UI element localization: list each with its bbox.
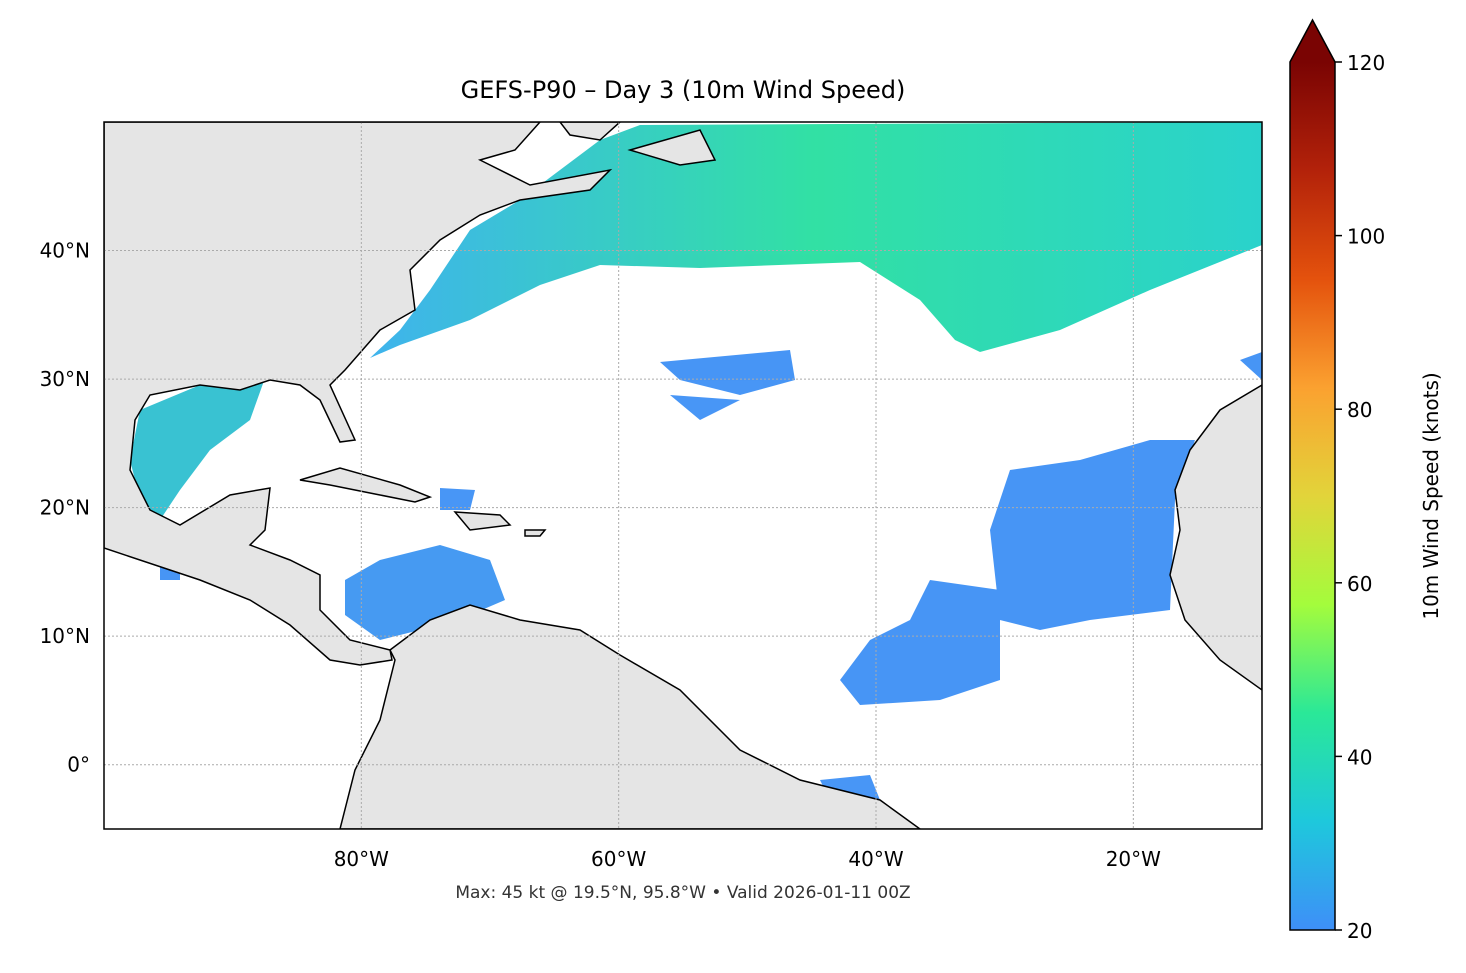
colorbar-tick-label: 20: [1347, 919, 1372, 943]
y-tick-label: 10°N: [40, 624, 90, 648]
africa: [1169, 384, 1262, 691]
colorbar: 20 40 60 80 100 120: [1289, 18, 1385, 943]
colorbar-label: 10m Wind Speed (knots): [1419, 372, 1443, 619]
y-tick-label: 30°N: [40, 367, 90, 391]
footer-note: Max: 45 kt @ 19.5°N, 95.8°W • Valid 2026…: [455, 883, 910, 903]
x-tick-label: 20°W: [1106, 847, 1161, 871]
north-america: [104, 122, 613, 666]
colorbar-extend: [1290, 20, 1335, 62]
chart-title: GEFS-P90 – Day 3 (10m Wind Speed): [461, 76, 906, 104]
map: [104, 122, 1262, 829]
land: [104, 122, 1262, 829]
grid: [104, 122, 1262, 829]
map-frame: [103, 121, 1263, 830]
colorbar-tick-label: 60: [1347, 572, 1372, 596]
x-tick-label: 40°W: [848, 847, 903, 871]
colorbar-tick-label: 100: [1347, 225, 1385, 249]
colorbar-tick-label: 80: [1347, 398, 1372, 422]
wind-area: [130, 378, 265, 520]
colorbar-outline: [1289, 18, 1336, 931]
hispaniola: [453, 511, 547, 537]
y-tick-label: 40°N: [40, 239, 90, 263]
cuba: [299, 467, 433, 503]
newfoundland: [559, 122, 717, 166]
x-tick-label: 80°W: [334, 847, 389, 871]
colorbar-tick-label: 120: [1347, 51, 1385, 75]
colorbar-tick-label: 40: [1347, 745, 1372, 769]
colorbar-scale: [1290, 62, 1335, 930]
y-tick-label: 0°: [67, 753, 90, 777]
x-tick-label: 60°W: [591, 847, 646, 871]
wind-area: [840, 440, 1195, 705]
y-tick-label: 20°N: [40, 496, 90, 520]
